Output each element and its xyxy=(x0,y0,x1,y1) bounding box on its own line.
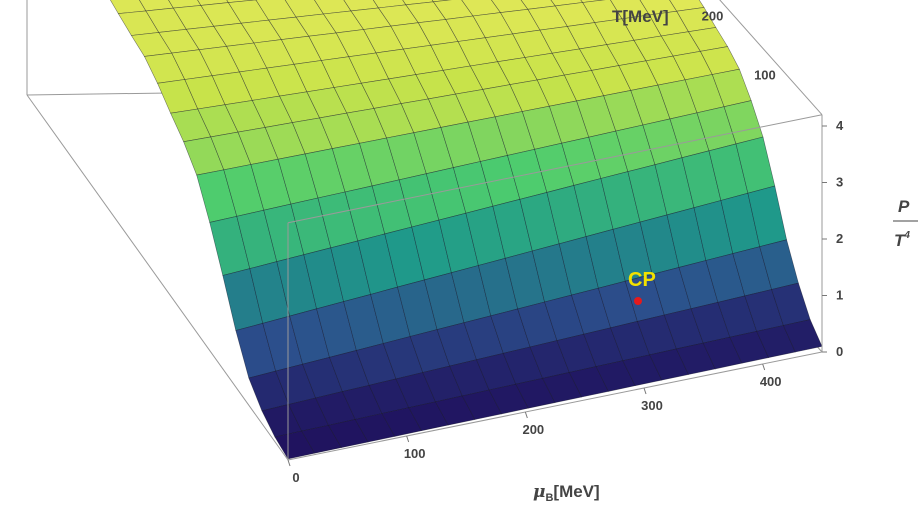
box-edge xyxy=(719,0,823,116)
x-tick-label: 400 xyxy=(760,374,782,389)
surface-patch xyxy=(782,319,823,353)
x-tick-label: 0 xyxy=(292,470,299,485)
critical-point-label: CP xyxy=(628,269,656,291)
bounding-box-front-edges xyxy=(287,114,823,461)
axis-ticks: 010020030040010020030040050001234 xyxy=(287,8,844,485)
critical-point-dot xyxy=(634,297,642,305)
box-edge xyxy=(287,114,823,224)
x-tick-label: 300 xyxy=(641,398,663,413)
z-tick-label: 1 xyxy=(836,288,843,303)
box-edge xyxy=(26,94,289,461)
x-tick-mark xyxy=(406,435,410,443)
svg-text:T4: T4 xyxy=(894,230,910,250)
x-tick-mark xyxy=(524,411,528,419)
y-tick-label: 200 xyxy=(702,8,724,23)
x-tick-label: 100 xyxy=(404,446,426,461)
x-tick-mark xyxy=(762,363,766,371)
svg-text:P: P xyxy=(898,197,910,216)
x-axis-label: μB[MeV] xyxy=(533,482,600,504)
y-tick-label: 100 xyxy=(754,67,776,82)
pressure-surface xyxy=(109,0,823,460)
svg-text:μB[MeV]: μB[MeV] xyxy=(533,482,600,504)
y-axis-label: T[MeV] xyxy=(612,7,669,26)
x-tick-label: 200 xyxy=(522,422,544,437)
z-tick-label: 2 xyxy=(836,231,843,246)
x-tick-mark xyxy=(287,459,291,467)
x-tick-mark xyxy=(643,387,647,395)
z-tick-label: 4 xyxy=(836,118,844,133)
critical-point-marker: CP xyxy=(628,269,656,305)
box-edge xyxy=(287,351,823,461)
z-axis-label: P T4 xyxy=(893,197,918,250)
z-tick-label: 3 xyxy=(836,175,843,190)
z-tick-label: 0 xyxy=(836,344,843,359)
